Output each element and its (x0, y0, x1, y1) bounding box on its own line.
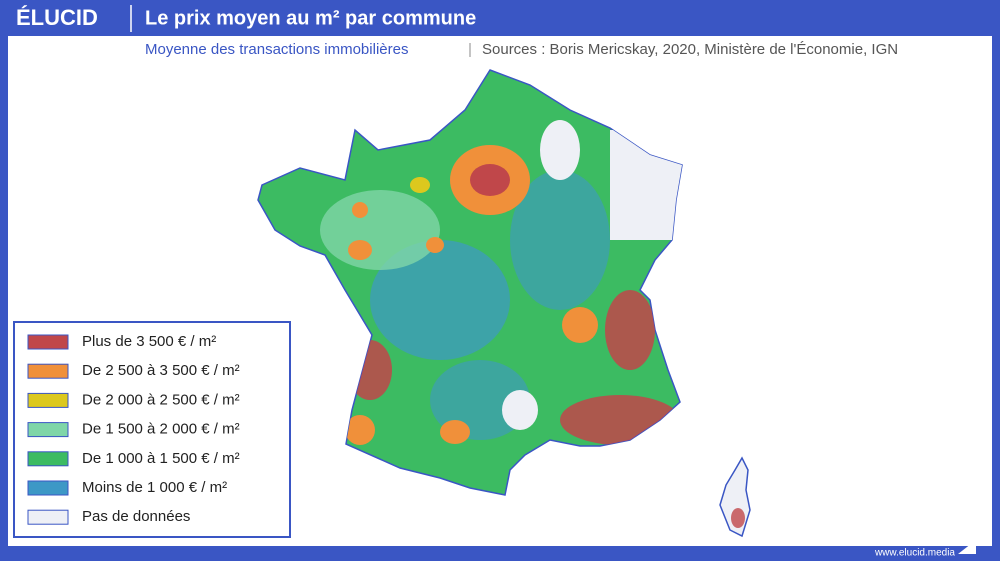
legend-swatch (27, 392, 69, 408)
logo: ÉLUCID (16, 5, 98, 30)
footer-logo (958, 540, 976, 554)
legend-swatch (27, 509, 69, 525)
sources: Sources : Boris Mericskay, 2020, Ministè… (482, 41, 898, 58)
legend-swatch (27, 334, 69, 350)
map (257, 69, 751, 538)
corsica-region (731, 508, 745, 528)
legend-swatch (27, 363, 69, 379)
legend-label: Pas de données (82, 508, 190, 525)
legend-label: De 2 000 à 2 500 € / m² (82, 391, 240, 408)
subtitle: Moyenne des transactions immobilières (145, 41, 408, 58)
regions (320, 120, 682, 445)
legend-swatch (27, 422, 69, 438)
legend-swatch (27, 480, 69, 496)
legend-label: De 2 500 à 3 500 € / m² (82, 362, 240, 379)
legend-label: Moins de 1 000 € / m² (82, 479, 227, 496)
legend-swatch (27, 451, 69, 467)
legend-label: De 1 500 à 2 000 € / m² (82, 421, 240, 438)
legend-label: De 1 000 à 1 500 € / m² (82, 450, 240, 467)
legend-label: Plus de 3 500 € / m² (82, 333, 216, 350)
title: Le prix moyen au m² par commune (145, 7, 476, 29)
footer-url: www.elucid.media (874, 548, 955, 559)
legend-items: Plus de 3 500 € / m² De 2 500 à 3 500 € /… (27, 333, 240, 525)
